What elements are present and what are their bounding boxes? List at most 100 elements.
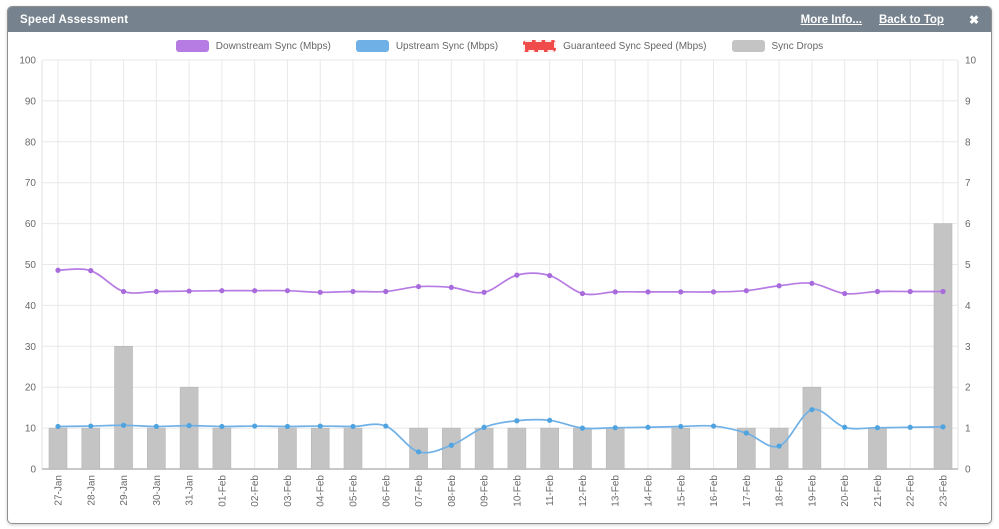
sync-drop-bar — [81, 427, 101, 470]
sync-drop-bar — [540, 427, 559, 470]
downstream-legend-label: Downstream Sync (Mbps) — [215, 40, 331, 52]
legend-item-guaranteed: Guaranteed Sync Speed (Mbps) — [523, 40, 707, 52]
upstream-point — [88, 423, 94, 429]
right-axis-tick: 1 — [965, 424, 971, 435]
upstream-point — [678, 423, 684, 430]
legend-item-upstream: Upstream Sync (Mbps) — [355, 40, 499, 52]
sync-drop-bar — [147, 427, 166, 470]
upstream-point — [710, 423, 717, 429]
date-label: 08-Feb — [447, 475, 458, 507]
right-axis-tick: 0 — [965, 465, 971, 476]
header-links: More Info... Back to Top ✖ — [801, 14, 979, 26]
downstream-line-path — [57, 268, 943, 296]
upstream-point — [907, 424, 913, 430]
upstream-line — [55, 407, 946, 455]
date-label: 23-Feb — [939, 475, 950, 507]
upstream-point — [612, 425, 618, 431]
upstream-point — [874, 425, 881, 431]
downstream-point — [448, 284, 454, 291]
upstream-point — [186, 423, 192, 429]
downstream-point — [514, 272, 520, 278]
date-label: 11-Feb — [545, 475, 556, 506]
downstream-point — [743, 288, 749, 294]
downstream-point — [645, 289, 651, 295]
speed-assessment-chart: 0 10 20 30 40 50 60 70 80 90 100 0 1 2 3 4 5 6 7 8 9 10 27-Jan… — [19, 56, 977, 507]
more-info-link[interactable]: More Info... — [800, 13, 862, 26]
panel-header: Speed Assessment More Info... Back to To… — [8, 7, 991, 32]
downstream-point — [842, 290, 848, 297]
date-label: 18-Feb — [775, 475, 786, 507]
downstream-point — [547, 272, 553, 279]
sync-drop-bar — [310, 427, 330, 470]
sync-drops-bars — [48, 223, 953, 470]
date-label: 02-Feb — [250, 475, 261, 507]
left-axis-tick: 10 — [25, 424, 37, 435]
guaranteed-legend-label: Guaranteed Sync Speed (Mbps) — [563, 40, 707, 52]
date-label: 16-Feb — [709, 475, 720, 507]
right-axis-tick: 3 — [965, 342, 971, 353]
sync-drop-bar — [114, 345, 133, 470]
date-label: 09-Feb — [480, 475, 491, 507]
upstream-point — [55, 423, 61, 430]
downstream-point — [55, 267, 61, 273]
upstream-legend-label: Upstream Sync (Mbps) — [395, 40, 499, 52]
left-axis-tick: 0 — [30, 465, 36, 476]
downstream-point — [710, 289, 717, 295]
upstream-point — [940, 424, 946, 430]
right-axis-tick: 5 — [965, 260, 971, 271]
upstream-point — [153, 423, 159, 430]
upstream-point — [743, 430, 749, 436]
date-label: 28-Jan — [86, 475, 97, 506]
guaranteed-legend-swatch — [523, 40, 557, 52]
upstream-point — [317, 423, 323, 429]
date-label: 04-Feb — [316, 475, 327, 507]
downstream-point — [317, 289, 323, 295]
date-label: 06-Feb — [381, 475, 392, 507]
upstream-point — [481, 424, 487, 430]
downstream-point — [88, 268, 94, 274]
date-label: 10-Feb — [512, 475, 523, 507]
left-axis-labels: 0 10 20 30 40 50 60 70 80 90 100 — [19, 56, 36, 476]
downstream-point — [350, 288, 356, 295]
left-axis-tick: 20 — [25, 383, 37, 394]
right-axis-tick: 2 — [965, 383, 971, 394]
left-axis-tick: 90 — [25, 96, 37, 107]
date-label: 29-Jan — [119, 475, 130, 506]
sync-drops-legend-swatch — [731, 40, 765, 52]
downstream-point — [153, 288, 159, 295]
right-axis-tick: 7 — [965, 178, 971, 189]
date-label: 30-Jan — [152, 475, 163, 506]
sync-drop-bar — [868, 427, 887, 470]
date-label: 31-Jan — [185, 475, 196, 506]
close-icon[interactable]: ✖ — [968, 12, 979, 27]
upstream-point — [350, 423, 356, 430]
downstream-point — [481, 289, 487, 295]
upstream-point — [547, 417, 553, 423]
upstream-line-path — [57, 408, 944, 454]
date-label: 20-Feb — [840, 475, 851, 507]
sync-drop-bar — [671, 427, 691, 470]
right-axis-tick: 9 — [965, 96, 971, 107]
downstream-point — [874, 288, 881, 295]
speed-assessment-panel: Speed Assessment More Info... Back to To… — [7, 6, 992, 524]
upstream-point — [448, 442, 454, 448]
upstream-point — [579, 425, 586, 431]
downstream-point — [940, 288, 946, 295]
sync-drop-bar — [474, 427, 494, 470]
downstream-legend-swatch — [175, 40, 209, 52]
right-axis-tick: 10 — [965, 56, 977, 67]
back-to-top-link[interactable]: Back to Top — [878, 13, 944, 26]
date-label: 15-Feb — [676, 475, 687, 507]
date-label: 12-Feb — [578, 475, 589, 507]
left-axis-tick: 50 — [25, 260, 37, 271]
date-label: 05-Feb — [349, 475, 360, 507]
upstream-point — [645, 424, 651, 430]
date-label: 17-Feb — [742, 475, 753, 507]
left-axis-tick: 100 — [19, 56, 36, 67]
date-label: 22-Feb — [906, 475, 917, 507]
date-label: 01-Feb — [217, 475, 228, 507]
sync-drop-bar — [605, 427, 625, 470]
downstream-point — [579, 290, 586, 297]
sync-drop-bar — [343, 427, 363, 470]
date-label: 27-Jan — [54, 475, 65, 506]
